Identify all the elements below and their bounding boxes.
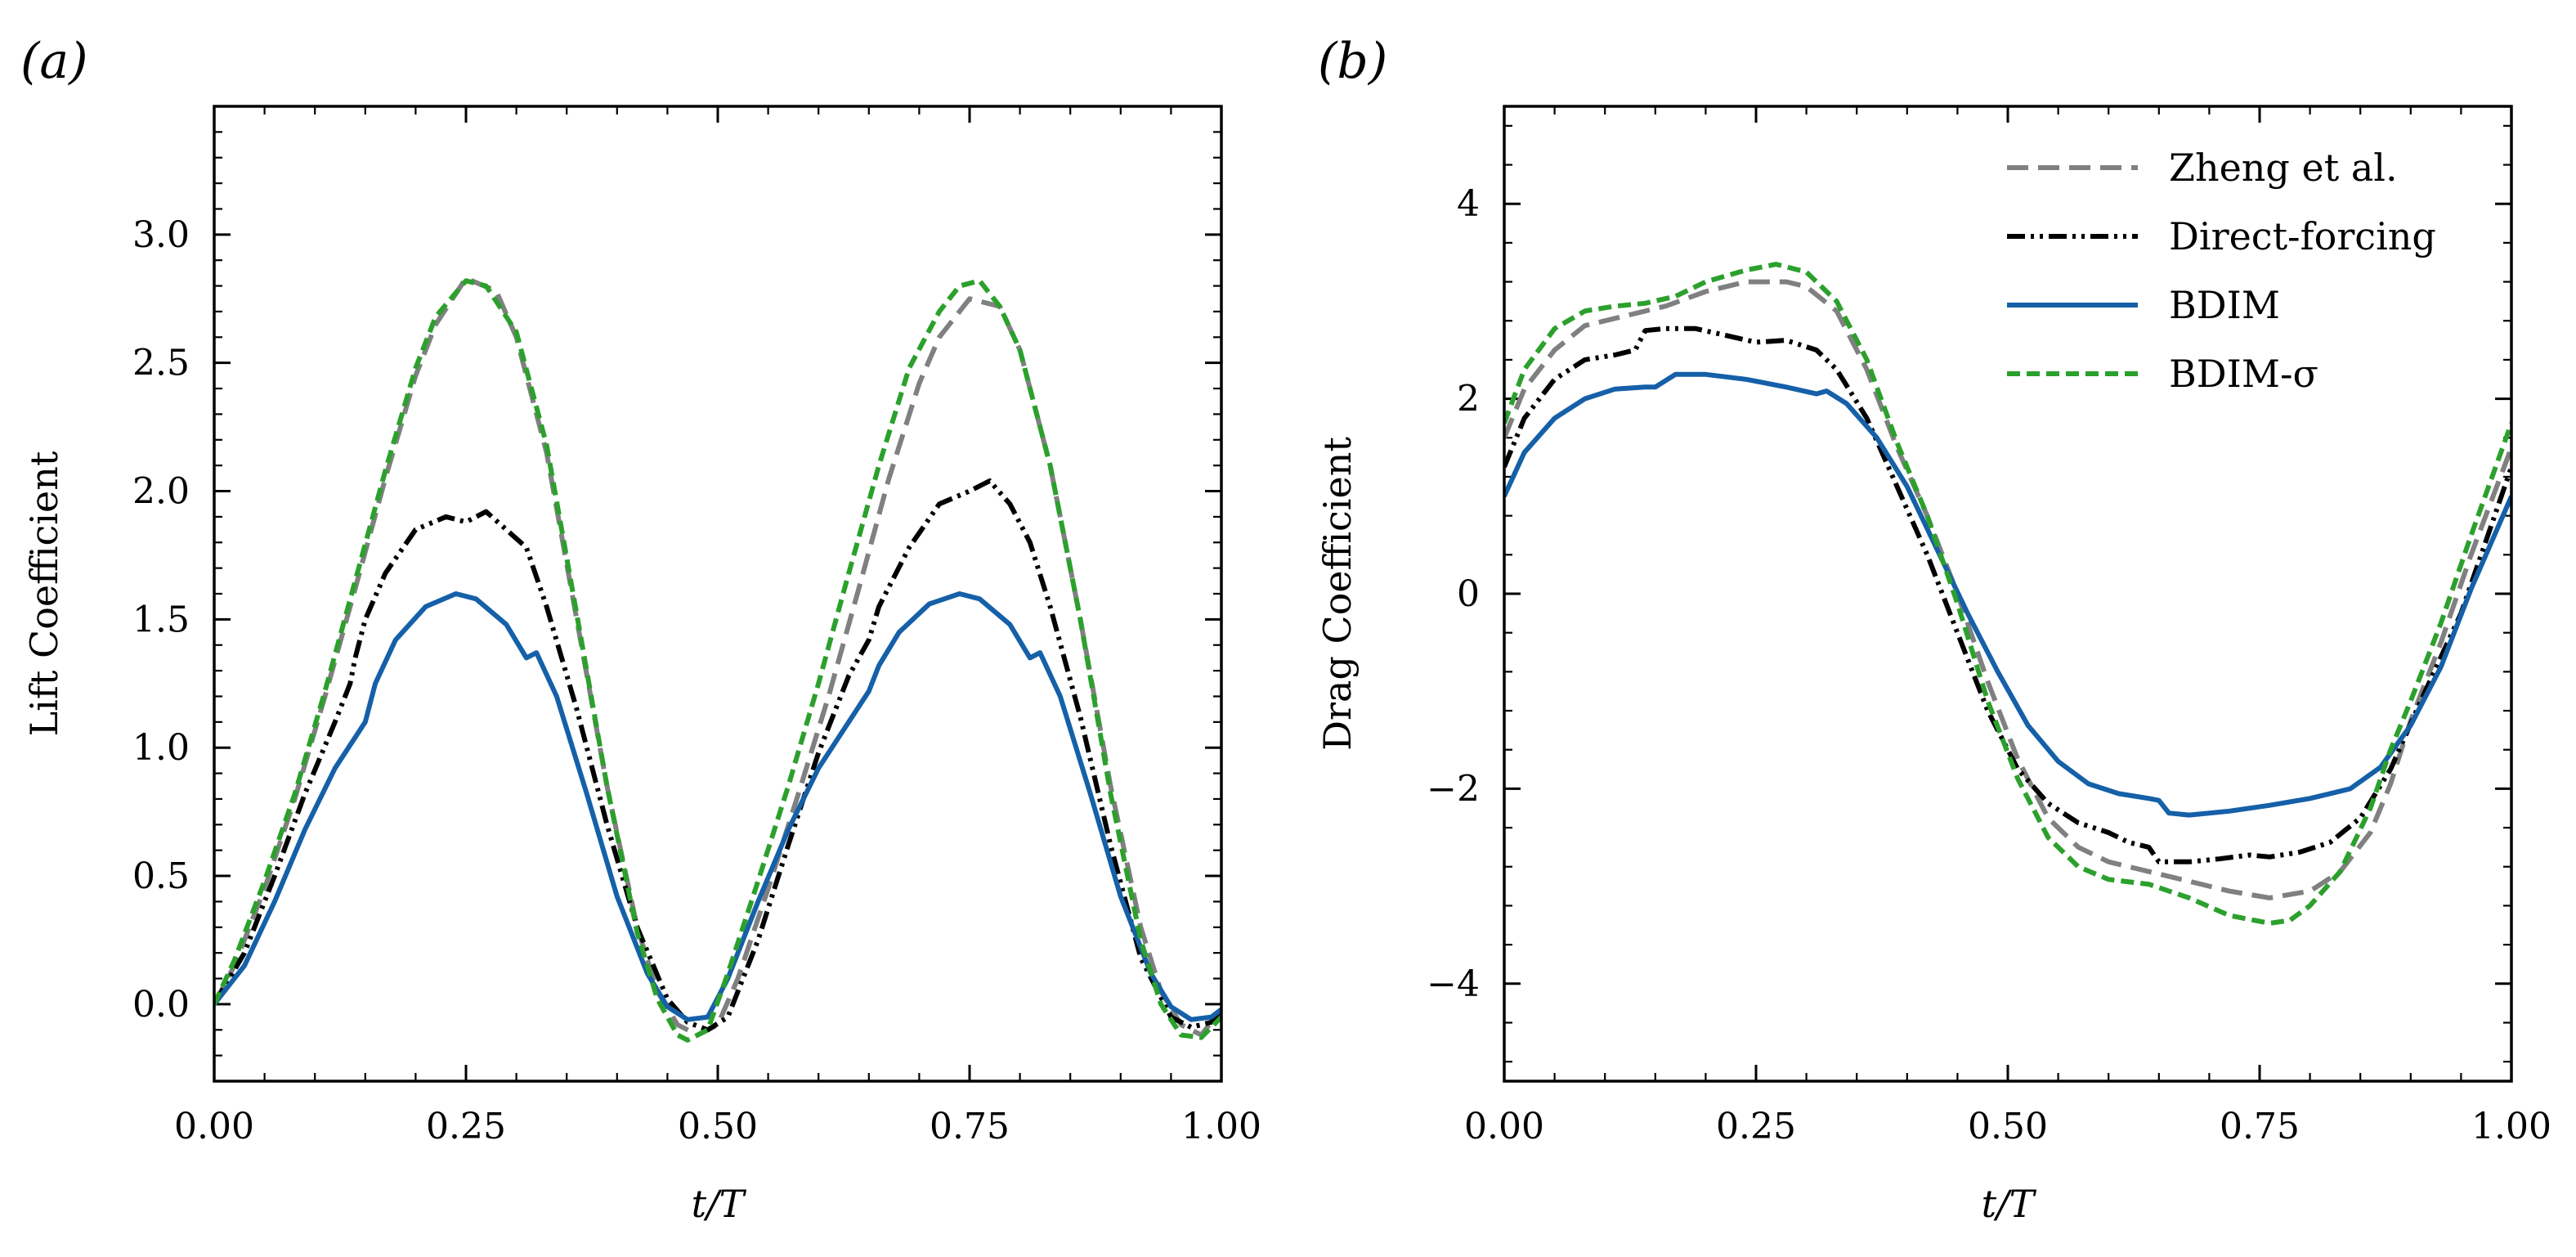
- x-tick-label: 0.50: [678, 1106, 758, 1147]
- x-tick-label: 0.50: [1968, 1106, 2048, 1147]
- y-tick-label: 3.0: [132, 214, 190, 256]
- series-line-zheng-et-al-: [214, 276, 1221, 1038]
- legend-label: Direct-forcing: [2169, 214, 2436, 258]
- y-tick-label: 1.0: [132, 727, 190, 769]
- y-tick-label: −4: [1427, 963, 1480, 1005]
- y-tick-label: 2.5: [132, 343, 190, 384]
- series-line-bdim: [214, 591, 1221, 1022]
- legend: Zheng et al. Direct-forcing BDIM BDIM-σ: [2007, 146, 2436, 396]
- x-tick-label: 0.25: [426, 1106, 506, 1147]
- y-tick-label: 0: [1457, 573, 1480, 615]
- panel-a-ticks: [213, 105, 1223, 1081]
- series-line-direct-forcing: [214, 478, 1221, 1033]
- panel-a-label: (a): [20, 33, 88, 90]
- y-tick-label: −2: [1427, 768, 1480, 810]
- panel-a-ylabel: Lift Coefficient: [22, 451, 66, 736]
- legend-label: BDIM-σ: [2169, 352, 2318, 396]
- panel-a: (a) 0.00 0.25 0.50 0.75 1.00 0.0 0.5 1.0 1.5 2.0 2…: [20, 33, 1261, 1226]
- x-tick-label: 0.25: [1716, 1106, 1796, 1147]
- panel-b-series: [1504, 262, 2511, 926]
- x-tick-label: 0.00: [1464, 1106, 1544, 1147]
- panel-b-frame: [1503, 105, 2513, 1083]
- x-tick-label: 0.75: [930, 1106, 1010, 1147]
- panel-b-xlabel: t/T: [1982, 1182, 2037, 1226]
- x-tick-label: 1.00: [1181, 1106, 1261, 1147]
- panel-a-series: [214, 276, 1221, 1043]
- y-tick-label: 0.0: [132, 984, 190, 1026]
- series-line-bdim: [1504, 371, 2511, 818]
- panel-b: (b) 0.00 0.25 0.50 0.75 1.00 −4 −2 0 2 4 t/T Drag…: [1315, 33, 2551, 1226]
- series-line-bdim-: [214, 278, 1221, 1043]
- panel-b-ylabel: Drag Coefficient: [1315, 437, 1360, 751]
- series-line-zheng-et-al-: [1504, 279, 2511, 900]
- y-tick-label: 4: [1457, 183, 1480, 225]
- panel-b-label: (b): [1318, 33, 1387, 90]
- x-tick-label: 1.00: [2471, 1106, 2551, 1147]
- series-line-bdim-: [1504, 262, 2511, 926]
- y-tick-label: 1.5: [132, 599, 190, 640]
- y-tick-label: 2: [1457, 379, 1480, 420]
- y-tick-label: 2.0: [132, 471, 190, 513]
- series-line-direct-forcing: [1504, 325, 2511, 864]
- x-tick-label: 0.75: [2220, 1106, 2300, 1147]
- panel-a-frame: [213, 105, 1223, 1083]
- y-tick-label: 0.5: [132, 855, 190, 897]
- panel-a-xlabel: t/T: [692, 1182, 747, 1226]
- x-tick-label: 0.00: [174, 1106, 254, 1147]
- legend-label: Zheng et al.: [2169, 146, 2398, 190]
- panel-b-tick-labels: 0.00 0.25 0.50 0.75 1.00 −4 −2 0 2 4: [1427, 183, 2551, 1147]
- legend-label: BDIM: [2169, 283, 2280, 327]
- panel-a-tick-labels: 0.00 0.25 0.50 0.75 1.00 0.0 0.5 1.0 1.5 2.0 2.5 3.…: [132, 214, 1261, 1147]
